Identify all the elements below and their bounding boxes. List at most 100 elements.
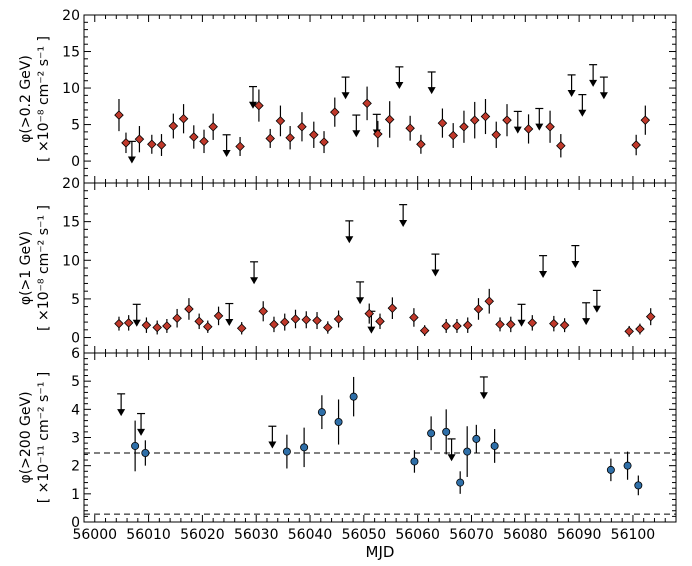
data-point [409,312,419,323]
data-point [362,98,372,109]
data-point [275,116,286,126]
data-point [152,322,162,333]
data-point [254,100,264,111]
y-tick-label: 15 [62,215,80,231]
data-point [495,319,505,330]
upper-limit-arrow [399,220,408,228]
y-tick-label: 6 [71,346,80,362]
data-point [419,325,430,336]
data-point [131,441,140,450]
data-point [141,448,150,457]
data-point [172,313,182,323]
data-point [491,130,502,140]
upper-limit-arrow [250,277,259,285]
upper-limit-arrow [127,156,136,164]
data-point [469,115,480,125]
upper-limit-arrow [535,123,544,131]
upper-limit-arrow [479,392,488,400]
x-tick-label: 56010 [126,527,171,543]
y-axis-units: [ ×10⁻⁸ cm⁻² s⁻¹ ] [36,36,52,162]
data-point [265,133,275,144]
upper-limit-arrow [513,126,522,134]
x-tick-label: 56060 [395,527,440,543]
panel-bottom [83,352,677,523]
data-point [364,308,375,319]
data-point [235,141,245,152]
data-point [121,138,131,148]
data-point [452,321,462,331]
data-point [203,321,213,332]
data-point [523,124,534,134]
data-point [300,443,309,452]
upper-limit-arrow [571,260,580,268]
y-tick-label: 15 [62,45,80,61]
upper-limit-arrow [431,269,440,277]
y-axis-label: φ(>200 GeV) [18,391,34,483]
data-point [559,320,570,330]
upper-limit-arrow [137,428,146,436]
data-point [448,130,458,141]
data-point [549,318,559,329]
data-point [527,318,538,328]
data-point [623,461,632,470]
y-tick-label: 0 [71,515,80,531]
data-point [545,121,555,132]
data-point [349,392,358,401]
data-point [441,321,451,331]
data-point [162,321,172,331]
data-point [141,320,152,330]
data-point [330,107,340,117]
x-tick-label: 56040 [288,527,333,543]
x-tick-label: 56000 [72,527,117,543]
upper-limit-arrow [567,90,576,98]
panel-middle [83,182,677,354]
data-point [297,121,307,132]
upper-limit-arrow [132,319,141,327]
data-point [645,311,656,322]
data-point [323,322,333,333]
data-point [624,326,634,337]
data-point [194,316,204,327]
data-point [319,137,329,147]
data-point [556,140,566,151]
data-point [334,418,343,427]
data-point [375,316,385,327]
y-axis-label: φ(>1 GeV) [18,231,34,305]
data-point [269,319,279,330]
y-tick-label: 10 [62,81,80,97]
upper-limit-arrow [248,101,257,109]
panel-frame [83,352,677,523]
data-point [279,317,290,327]
x-tick-label: 56030 [234,527,279,543]
data-point [459,121,469,132]
data-point [640,115,651,125]
data-point [114,318,124,329]
x-tick-label: 56090 [557,527,602,543]
x-tick-label: 56020 [180,527,225,543]
upper-limit-arrow [582,318,591,326]
data-point [484,296,495,306]
data-point [416,139,426,150]
data-point [312,315,322,326]
upper-limit-arrow [341,92,350,100]
y-tick-label: 20 [62,8,80,24]
data-point [282,447,291,456]
upper-limit-arrow [222,149,231,157]
y-tick-label: 5 [71,292,80,308]
upper-limit-arrow [599,92,608,100]
y-axis-units: [ ×10⁻¹¹ cm⁻² s⁻¹ ] [36,372,52,504]
upper-limit-arrow [352,130,361,138]
data-point [309,130,319,140]
data-point [258,306,268,317]
data-point [317,408,326,417]
x-axis-label: MJD [366,543,395,561]
y-tick-label: 5 [71,374,80,390]
data-point [410,457,419,466]
y-tick-label: 0 [71,154,80,170]
data-point [184,304,194,314]
data-point [189,132,199,142]
data-point [490,441,499,450]
data-point [387,303,398,313]
data-point [199,136,209,147]
